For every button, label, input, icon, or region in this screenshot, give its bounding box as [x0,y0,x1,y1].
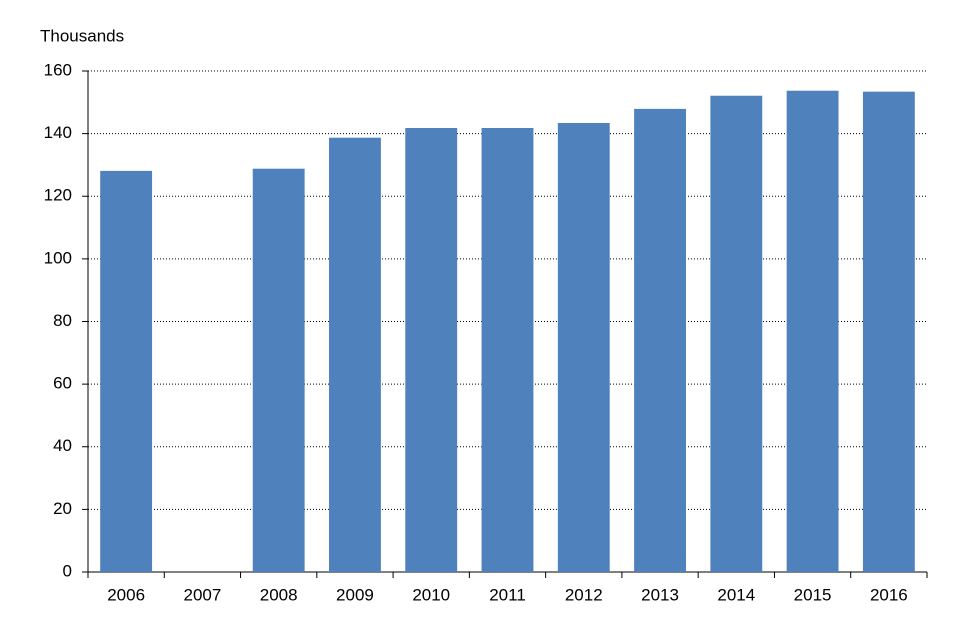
y-tick-label: 100 [44,248,72,267]
y-tick-label: 140 [44,123,72,142]
bar [329,137,381,572]
x-tick-label: 2009 [336,585,374,604]
y-tick-label: 120 [44,186,72,205]
x-tick-label: 2006 [107,585,145,604]
bar [557,122,610,572]
bar [100,170,153,572]
y-tick-label: 0 [63,561,72,580]
x-tick-label: 2008 [260,585,298,604]
y-tick-label: 40 [53,436,72,455]
bar [634,108,686,572]
y-axis-label: Thousands [40,26,124,45]
y-tick-label: 20 [53,499,72,518]
x-tick-label: 2007 [183,585,221,604]
x-tick-label: 2015 [794,585,832,604]
y-tick-label: 160 [44,60,72,79]
y-tick-label: 60 [53,374,72,393]
bar [481,127,534,573]
x-tick-label: 2011 [489,585,526,604]
x-tick-label: 2010 [412,585,450,604]
bar [710,95,763,572]
bar [862,91,915,572]
x-tick-label: 2016 [870,585,908,604]
y-tick-label: 80 [53,311,72,330]
bar [252,168,305,572]
x-tick-label: 2012 [565,585,603,604]
bar [405,127,458,573]
x-tick-label: 2013 [641,585,679,604]
x-tick-label: 2014 [717,585,755,604]
bar [786,90,839,573]
